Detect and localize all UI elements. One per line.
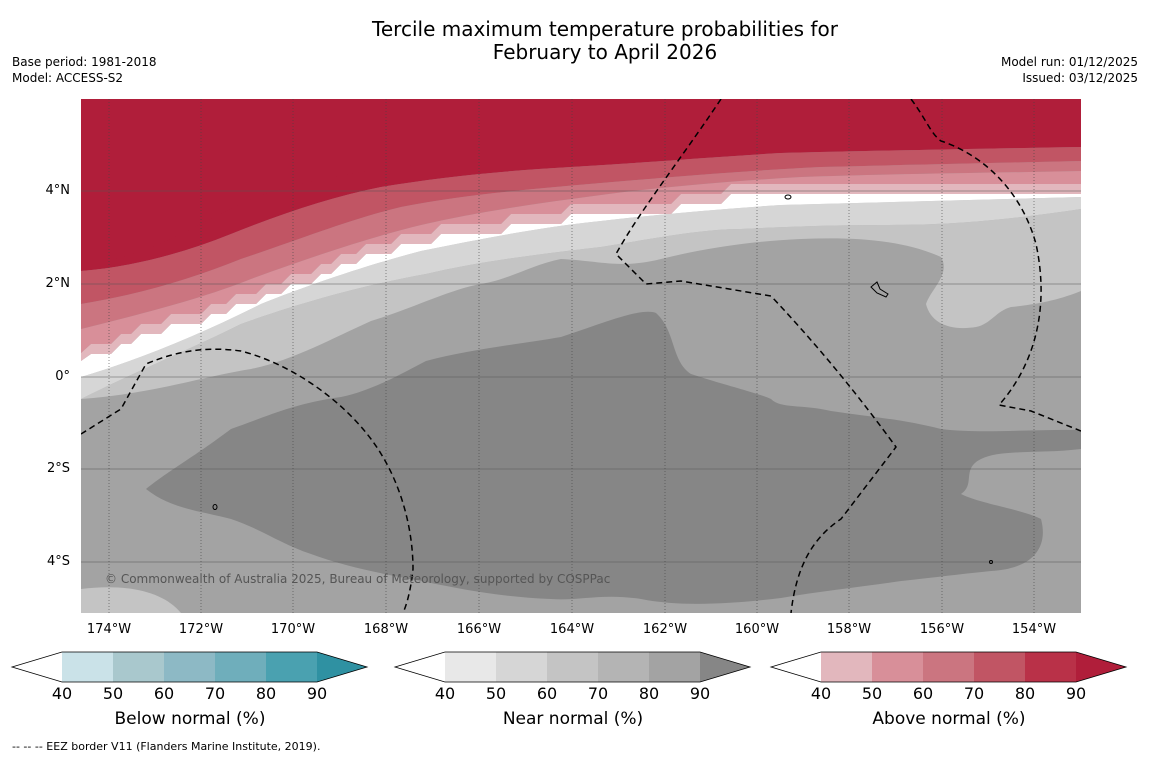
cbar-near-seg-1: [445, 652, 496, 682]
lon-label-154w: 154°W: [1011, 622, 1057, 637]
lon-label-158w: 158°W: [826, 622, 872, 637]
eez-border-central: [615, 99, 897, 613]
cbar-above-tri-high: [1076, 652, 1126, 682]
cbar-above-tick-80: 80: [1014, 684, 1036, 703]
lon-label-156w: 156°W: [919, 622, 965, 637]
cbar-near-tri-low: [395, 652, 445, 682]
cbar-below-tick-90: 90: [306, 684, 328, 703]
cbar-below-seg-1: [62, 652, 113, 682]
map-panel: © Commonwealth of Australia 2025, Bureau…: [81, 99, 1081, 613]
cbar-near-tick-80: 80: [638, 684, 660, 703]
model-name: Model: ACCESS-S2: [12, 71, 124, 85]
cbar-above-tick-60: 60: [912, 684, 934, 703]
cbar-below-outline: [10, 651, 369, 683]
lat-label-4n: 4°N: [45, 183, 71, 198]
cbar-below-tick-60: 60: [153, 684, 175, 703]
cbar-near-tick-70: 70: [587, 684, 609, 703]
cbar-above-outline: [769, 651, 1128, 683]
cbar-above-tick-40: 40: [810, 684, 832, 703]
lat-label-4s: 4°S: [46, 554, 70, 569]
lon-label-164w: 164°W: [549, 622, 595, 637]
title-line-2: February to April 2026: [492, 40, 718, 64]
above-normal-80-band: [81, 147, 1081, 304]
lon-label-160w: 160°W: [734, 622, 780, 637]
lon-label-172w: 172°W: [178, 622, 224, 637]
island-southeast: [989, 560, 993, 564]
eez-borders: [81, 99, 1081, 613]
base-period: Base period: 1981-2018: [12, 55, 157, 69]
near-normal-low-patch: [81, 587, 181, 613]
above-normal-label: Above normal (%): [872, 709, 1026, 729]
lat-label-2n: 2°N: [45, 276, 71, 291]
cbar-near-seg-4: [598, 652, 649, 682]
colorbar-near: [393, 651, 752, 683]
cbar-near-outline: [393, 651, 752, 683]
cbar-above-tri-low: [771, 652, 821, 682]
cbar-below-tick-40: 40: [51, 684, 73, 703]
issued-date: Issued: 03/12/2025: [1022, 71, 1138, 85]
cbar-near-seg-2: [496, 652, 547, 682]
below-normal-label: Below normal (%): [114, 709, 266, 729]
colorbar-below: [10, 651, 369, 683]
cbar-near-tick-40: 40: [434, 684, 456, 703]
cbar-below-seg-2: [113, 652, 164, 682]
eez-border-west: [81, 348, 414, 613]
island-southwest: [212, 504, 218, 510]
cbar-near-tri-high: [700, 652, 750, 682]
cbar-below-tick-80: 80: [255, 684, 277, 703]
near-normal-60-band: [81, 197, 1081, 399]
eez-border-east: [910, 99, 1081, 432]
lon-label-162w: 162°W: [642, 622, 688, 637]
cbar-near-seg-3: [547, 652, 598, 682]
cbar-above-seg-5: [1025, 652, 1076, 682]
lat-label-0: 0°: [55, 369, 70, 384]
model-info: Base period: 1981-2018 Model: ACCESS-S2: [12, 54, 157, 86]
cbar-above-tick-90: 90: [1065, 684, 1087, 703]
colorbar-above: [769, 651, 1128, 683]
cbar-below-seg-4: [215, 652, 266, 682]
cbar-above-seg-2: [872, 652, 923, 682]
near-normal-70-band: [81, 209, 1081, 399]
above-normal-70-band: [81, 161, 1081, 329]
near-normal-90-band: [146, 311, 1081, 604]
cbar-above-seg-3: [923, 652, 974, 682]
cbar-above-seg-4: [974, 652, 1025, 682]
lon-label-168w: 168°W: [363, 622, 409, 637]
probability-map: [81, 99, 1081, 613]
island-north: [784, 194, 792, 200]
copyright-notice: © Commonwealth of Australia 2025, Bureau…: [105, 572, 611, 586]
cbar-near-seg-5: [649, 652, 700, 682]
graticule: [81, 190, 1081, 563]
cbar-below-tri-high: [317, 652, 367, 682]
cbar-above-tick-70: 70: [963, 684, 985, 703]
cbar-near-tick-90: 90: [689, 684, 711, 703]
islands: [212, 194, 993, 564]
lon-label-174w: 174°W: [86, 622, 132, 637]
cbar-below-seg-5: [266, 652, 317, 682]
map-title: Tercile maximum temperature probabilitie…: [300, 18, 910, 64]
lon-label-170w: 170°W: [270, 622, 316, 637]
run-info: Model run: 01/12/2025 Issued: 03/12/2025: [1001, 54, 1138, 86]
cbar-above-seg-1: [821, 652, 872, 682]
cbar-below-seg-3: [164, 652, 215, 682]
cbar-below-tick-50: 50: [102, 684, 124, 703]
above-normal-90-core: [81, 99, 1081, 264]
model-run: Model run: 01/12/2025: [1000, 55, 1138, 69]
near-normal-label: Near normal (%): [502, 709, 644, 729]
cbar-above-tick-50: 50: [861, 684, 883, 703]
lat-label-2s: 2°S: [46, 461, 70, 476]
title-line-1: Tercile maximum temperature probabilitie…: [372, 17, 838, 41]
cbar-near-tick-60: 60: [536, 684, 558, 703]
cbar-below-tick-70: 70: [204, 684, 226, 703]
eez-footnote: -- -- -- EEZ border V11 (Flanders Marine…: [12, 740, 321, 753]
cbar-near-tick-50: 50: [485, 684, 507, 703]
cbar-below-tri-low: [12, 652, 62, 682]
lon-label-166w: 166°W: [456, 622, 502, 637]
island-atoll: [870, 281, 889, 298]
